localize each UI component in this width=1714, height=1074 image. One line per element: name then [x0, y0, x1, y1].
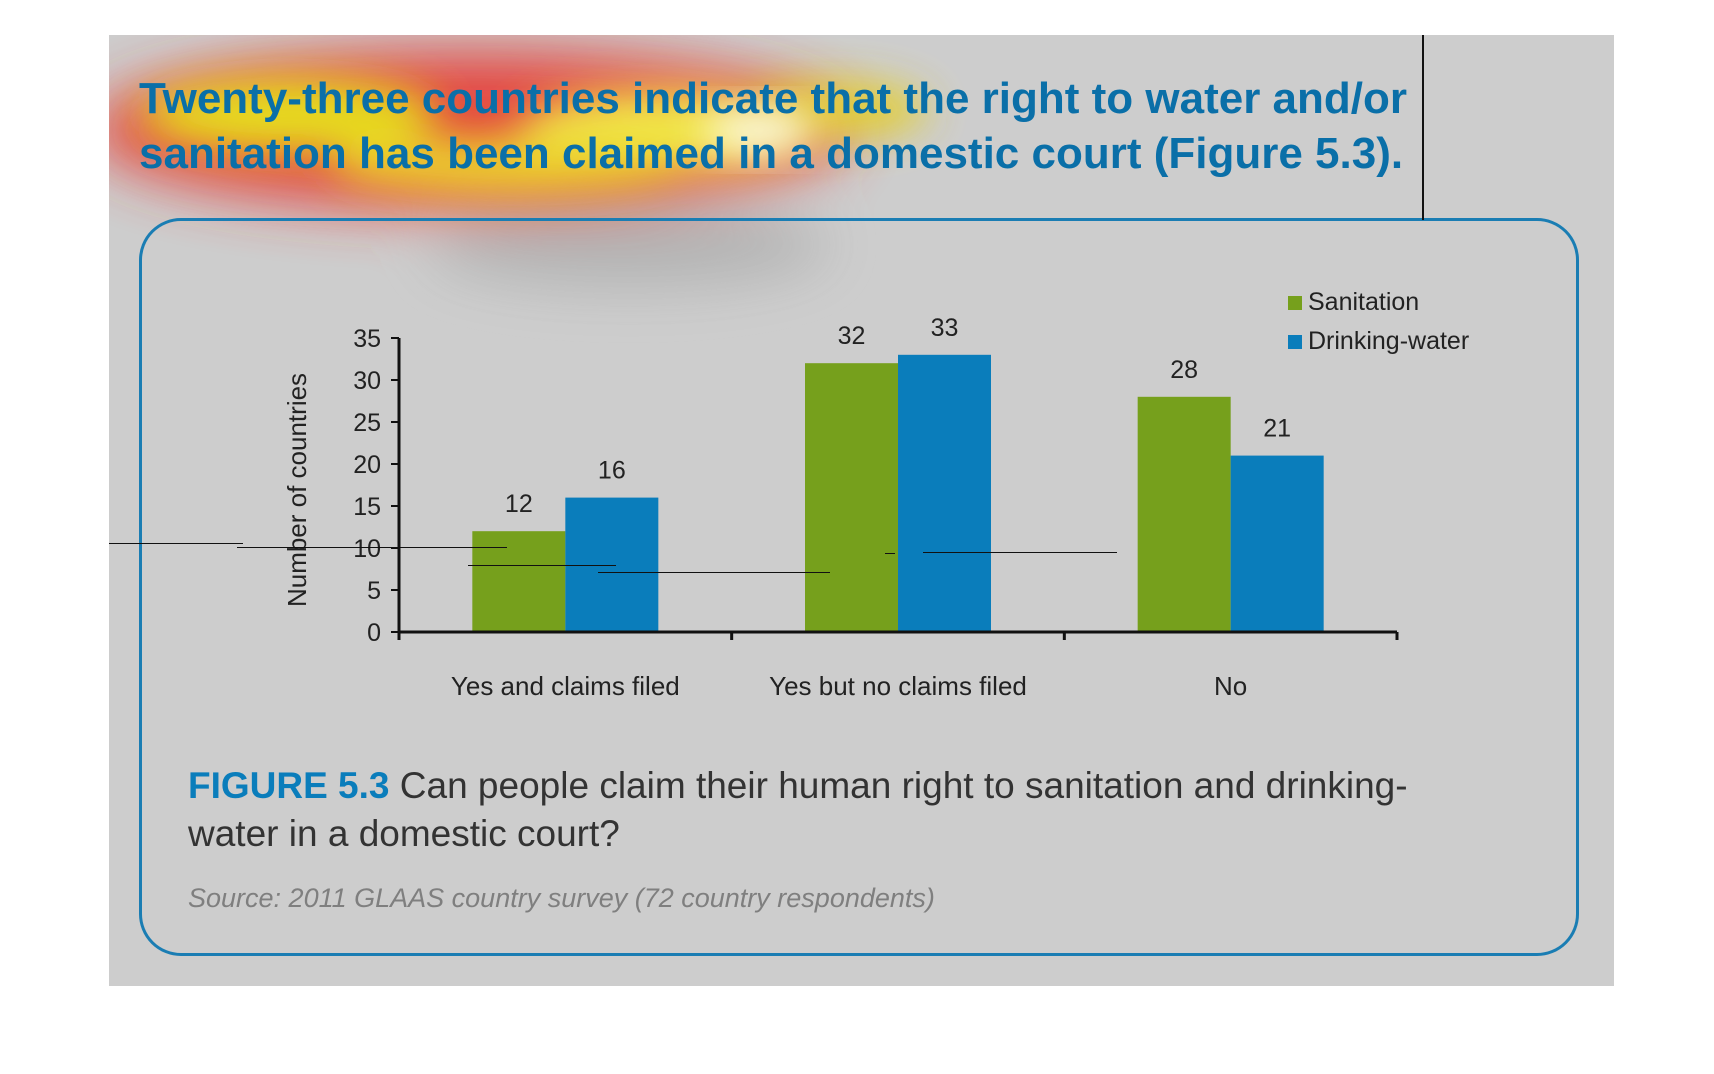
legend-label: Drinking-water	[1308, 327, 1469, 355]
bar-drinking-water-3	[1230, 455, 1324, 632]
annotation-line	[237, 547, 507, 548]
data-label: 12	[505, 490, 533, 518]
source-note: Source: 2011 GLAAS country survey (72 co…	[188, 883, 935, 913]
figure-caption-text: Can people claim their human right to sa…	[188, 765, 1408, 854]
legend-swatch	[1288, 335, 1302, 349]
data-label: 16	[598, 457, 626, 485]
bar-chart: 12 16 Yes and claims filed 32 33 Yes but no c…	[282, 288, 1469, 701]
y-tick-label: 25	[353, 409, 381, 437]
annotation-line	[923, 552, 1117, 553]
bar-drinking-water-1	[565, 497, 659, 632]
annotation-line	[468, 565, 616, 566]
bar-sanitation-3	[1137, 396, 1231, 632]
figure-caption-label: FIGURE 5.3	[188, 765, 390, 806]
x-tick-label: No	[1214, 671, 1247, 701]
data-label: 33	[931, 314, 959, 342]
legend-label: Sanitation	[1308, 288, 1419, 316]
data-label: 32	[838, 322, 866, 350]
data-label: 28	[1170, 356, 1198, 384]
y-tick-label: 20	[353, 451, 381, 479]
annotation-line	[1422, 35, 1424, 220]
x-tick-label: Yes and claims filed	[451, 671, 680, 701]
figure-caption: FIGURE 5.3 Can people claim their human …	[188, 762, 1468, 858]
annotation-line	[598, 572, 830, 573]
y-tick-label: 10	[353, 535, 381, 563]
y-tick-label: 5	[367, 577, 381, 605]
annotation-line	[109, 543, 243, 544]
y-tick-label: 35	[353, 325, 381, 353]
slide-panel: Twenty-three countries indicate that the…	[109, 35, 1614, 986]
x-tick-label: Yes but no claims filed	[769, 671, 1027, 701]
annotation-line	[885, 553, 895, 554]
y-tick-label: 0	[367, 619, 381, 647]
bar-drinking-water-2	[898, 354, 991, 632]
y-tick-label: 30	[353, 367, 381, 395]
y-axis-label: Number of countries	[282, 373, 312, 607]
data-label: 21	[1263, 415, 1291, 443]
figure-frame	[139, 218, 1579, 956]
bar-sanitation-1	[472, 531, 566, 632]
bar-sanitation-2	[805, 363, 898, 632]
legend-swatch	[1288, 296, 1302, 310]
y-tick-label: 15	[353, 493, 381, 521]
